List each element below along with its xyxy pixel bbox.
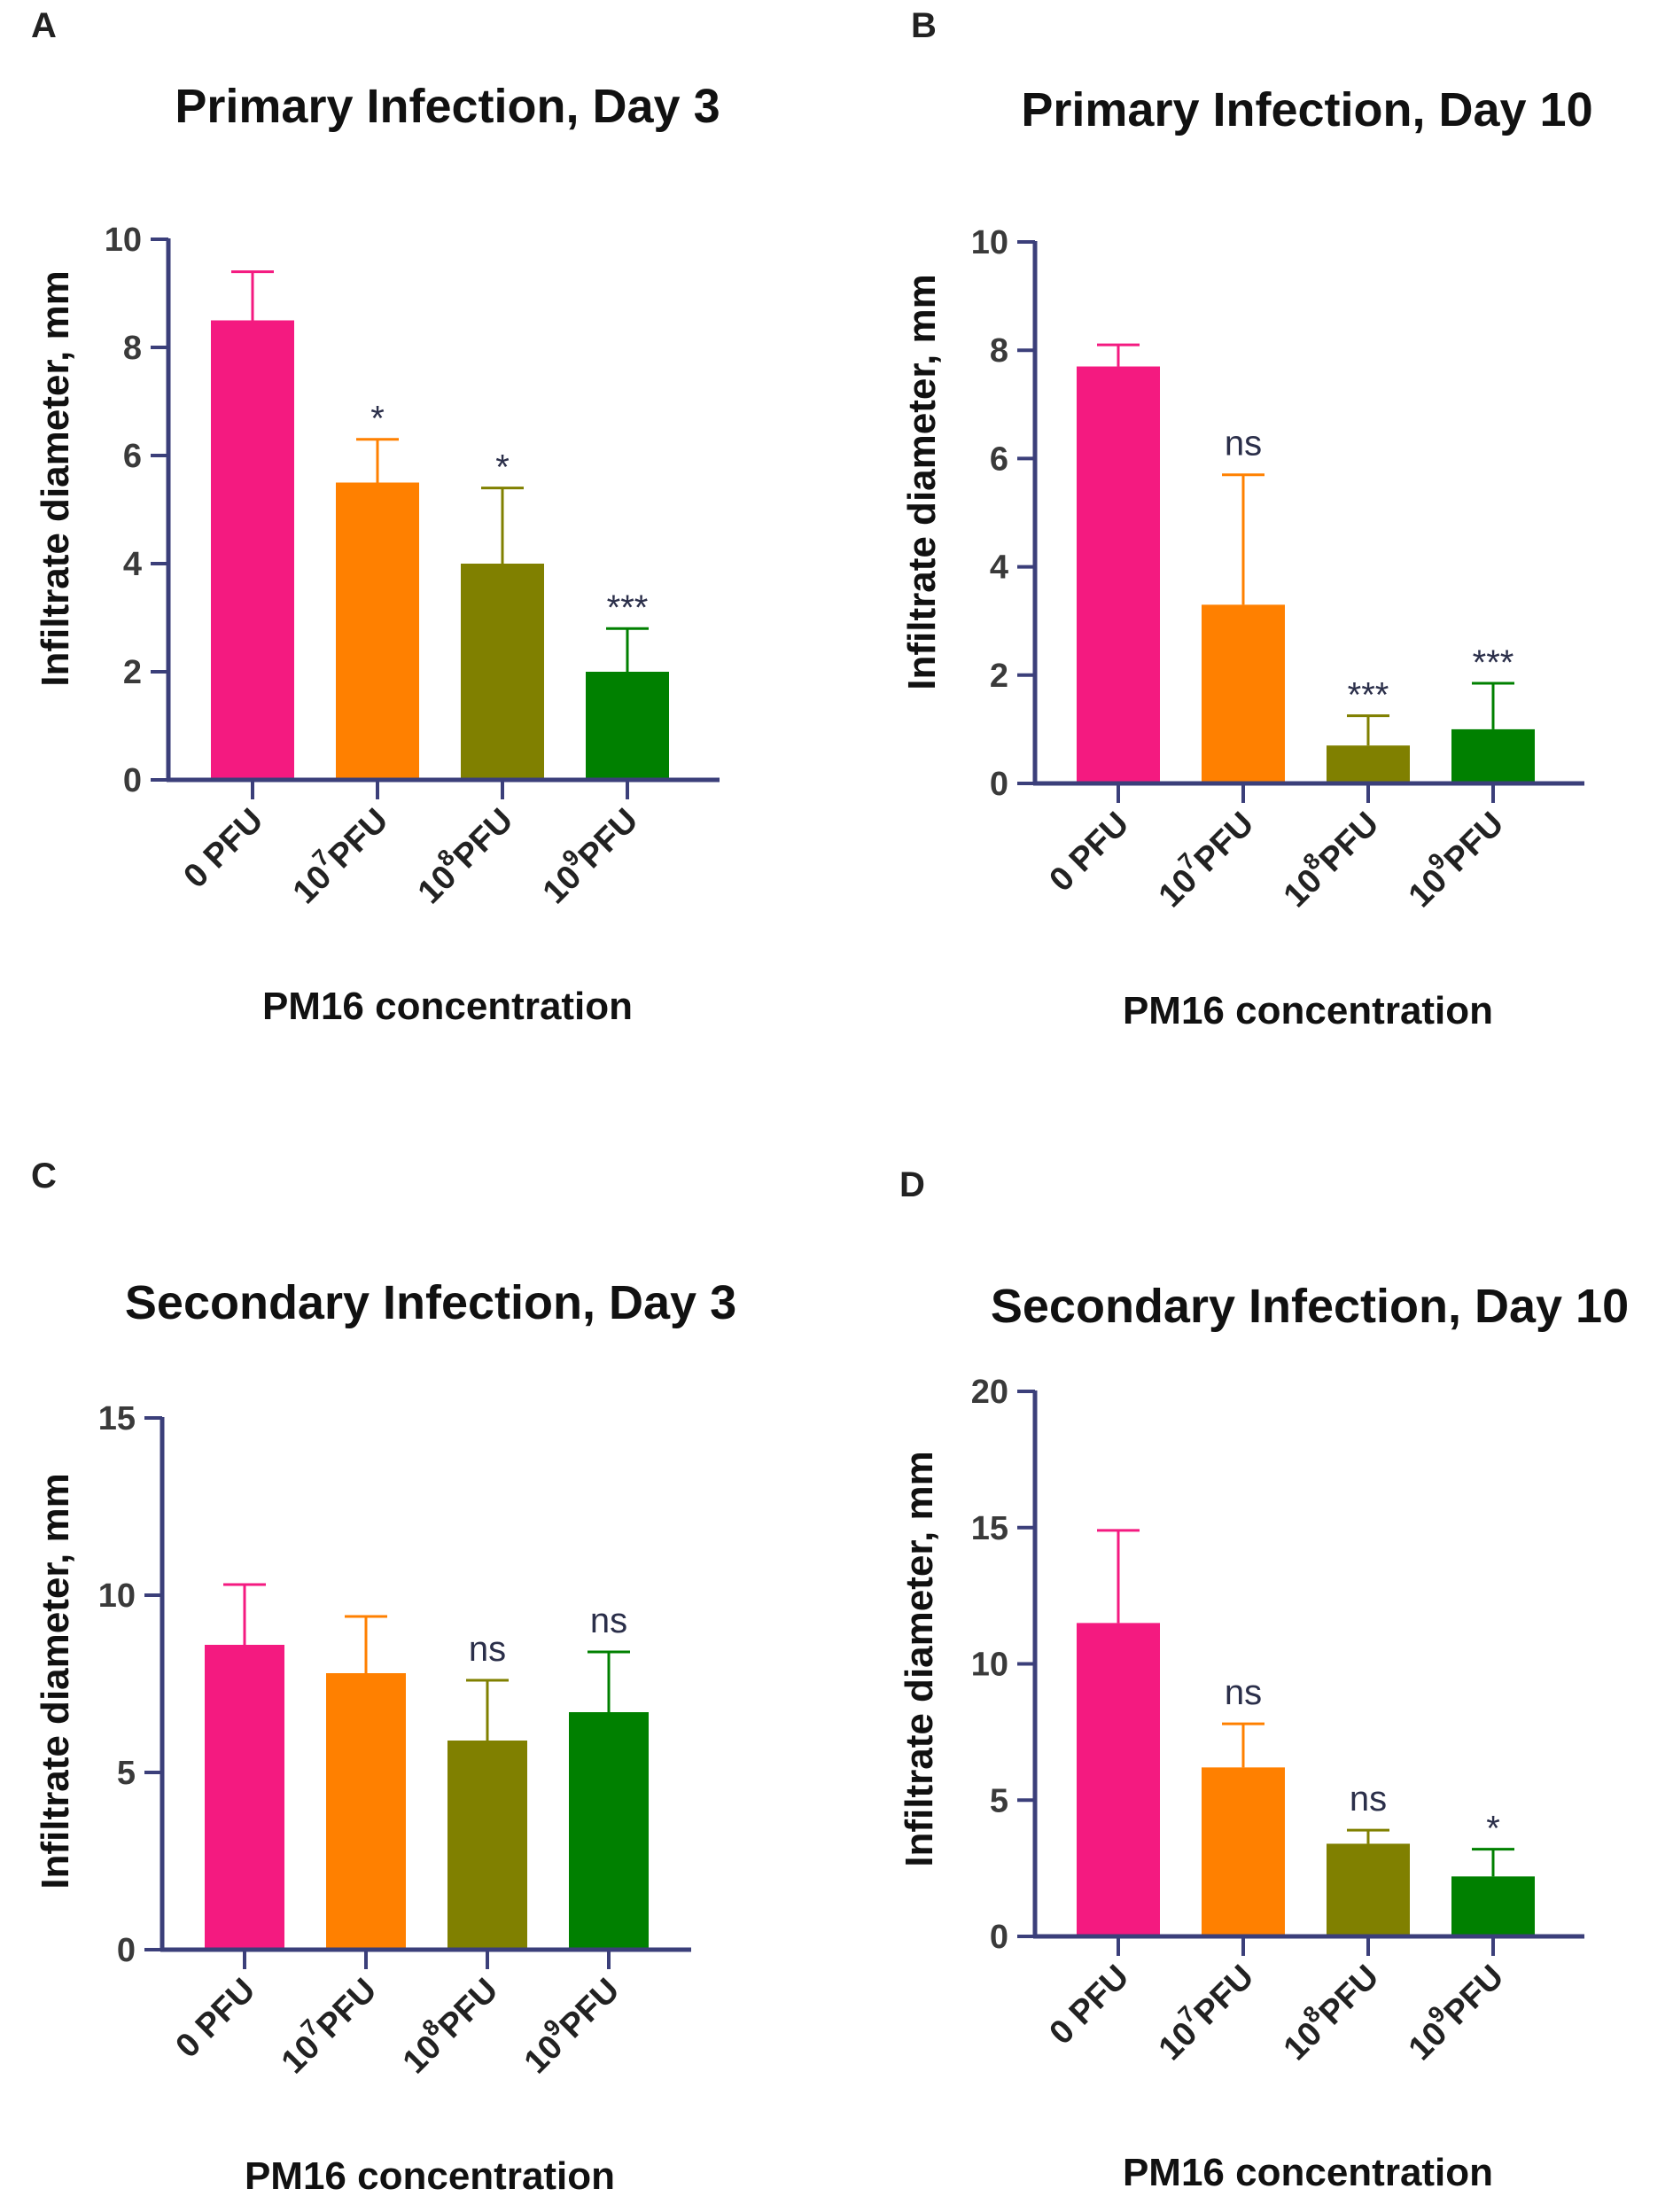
- panel-b: B Primary Infection, Day 10 Infiltrate d…: [900, 6, 1593, 1032]
- significance-label: ns: [1350, 1780, 1387, 1819]
- x-tick-label: 107PFU: [1146, 1952, 1261, 2068]
- x-tick-label: 107PFU: [268, 1966, 384, 2081]
- y-tick-label: 10: [98, 1577, 136, 1615]
- panel-a-ylabel: Infiltrate diameter, mm: [34, 270, 77, 686]
- x-tick-label: 109PFU: [511, 1966, 626, 2081]
- bar: [1077, 1623, 1160, 1936]
- y-tick-label: 5: [117, 1755, 136, 1792]
- bar: [336, 482, 419, 780]
- bar: [1202, 604, 1285, 783]
- x-tick-label: 108PFU: [1271, 799, 1386, 915]
- panel-b-letter: B: [911, 6, 937, 45]
- panel-b-title: Primary Infection, Day 10: [1021, 83, 1592, 136]
- panel-a-xlabel: PM16 concentration: [262, 985, 633, 1028]
- panel-d-letter: D: [899, 1165, 925, 1204]
- significance-label: ***: [1473, 643, 1514, 682]
- significance-label: ns: [590, 1601, 627, 1640]
- y-tick-label: 0: [990, 1919, 1008, 1956]
- y-tick-label: 10: [971, 1647, 1008, 1684]
- y-tick-label: 15: [971, 1510, 1008, 1547]
- significance-label: ns: [469, 1630, 506, 1669]
- bar: [1451, 728, 1535, 783]
- panel-b-xlabel: PM16 concentration: [1123, 989, 1493, 1032]
- bar: [211, 320, 294, 780]
- significance-label: ***: [1348, 676, 1389, 715]
- panel-d-xlabel: PM16 concentration: [1123, 2151, 1493, 2194]
- bar: [1202, 1767, 1285, 1936]
- panel-d: D Secondary Infection, Day 10 Infiltrate…: [898, 1165, 1629, 2194]
- panel-a-letter: A: [31, 6, 57, 45]
- x-tick-label: 0 PFU: [1043, 1959, 1137, 2052]
- x-tick-label: 0 PFU: [1043, 806, 1137, 900]
- x-tick-label: 108PFU: [405, 796, 520, 911]
- panel-a-title: Primary Infection, Day 3: [175, 80, 720, 133]
- significance-label: *: [370, 400, 385, 439]
- x-tick-label: 107PFU: [1146, 799, 1261, 915]
- panel-c-ylabel: Infiltrate diameter, mm: [34, 1473, 77, 1889]
- y-tick-label: 10: [971, 224, 1008, 261]
- y-tick-label: 15: [98, 1400, 136, 1437]
- bar: [586, 672, 669, 780]
- x-tick-label: 109PFU: [1396, 1952, 1511, 2068]
- panel-d-title: Secondary Infection, Day 10: [991, 1280, 1629, 1333]
- significance-label: ***: [607, 588, 649, 627]
- bar: [205, 1645, 284, 1950]
- panel-d-ylabel: Infiltrate diameter, mm: [898, 1451, 941, 1866]
- y-tick-label: 6: [123, 438, 142, 475]
- panel-c-xlabel: PM16 concentration: [245, 2154, 615, 2198]
- panel-a: A Primary Infection, Day 3 Infiltrate di…: [31, 6, 720, 1028]
- y-tick-label: 2: [123, 654, 142, 691]
- panel-b-ylabel: Infiltrate diameter, mm: [900, 274, 944, 689]
- panel-c-title: Secondary Infection, Day 3: [125, 1276, 736, 1329]
- significance-label: ns: [1225, 1673, 1262, 1712]
- y-tick-label: 8: [123, 330, 142, 367]
- bar: [569, 1712, 649, 1950]
- significance-label: *: [495, 448, 510, 487]
- bar: [461, 564, 544, 780]
- y-tick-label: 4: [123, 546, 142, 583]
- x-tick-label: 109PFU: [1396, 799, 1511, 915]
- y-tick-label: 0: [117, 1932, 136, 1969]
- x-tick-label: 107PFU: [280, 796, 395, 911]
- y-tick-label: 6: [990, 440, 1008, 478]
- y-tick-label: 4: [990, 549, 1008, 587]
- x-tick-label: 0 PFU: [169, 1972, 263, 2066]
- significance-label: *: [1486, 1810, 1500, 1849]
- bar: [1327, 745, 1410, 783]
- panel-c-letter: C: [31, 1157, 57, 1196]
- bar: [447, 1741, 527, 1950]
- y-tick-label: 0: [990, 766, 1008, 803]
- y-tick-label: 8: [990, 332, 1008, 370]
- y-tick-label: 2: [990, 658, 1008, 695]
- x-tick-label: 108PFU: [1271, 1952, 1386, 2068]
- bar: [326, 1673, 406, 1950]
- panel-c: C Secondary Infection, Day 3 Infiltrate …: [31, 1157, 736, 2198]
- y-tick-label: 0: [123, 762, 142, 799]
- significance-label: ns: [1225, 424, 1262, 463]
- y-tick-label: 20: [971, 1374, 1008, 1411]
- x-tick-label: 0 PFU: [177, 802, 271, 896]
- y-tick-label: 5: [990, 1782, 1008, 1819]
- bar: [1327, 1843, 1410, 1936]
- x-tick-label: 109PFU: [530, 796, 645, 911]
- bar: [1077, 366, 1160, 783]
- x-tick-label: 108PFU: [390, 1966, 505, 2081]
- bar: [1451, 1876, 1535, 1936]
- y-tick-label: 10: [105, 222, 142, 259]
